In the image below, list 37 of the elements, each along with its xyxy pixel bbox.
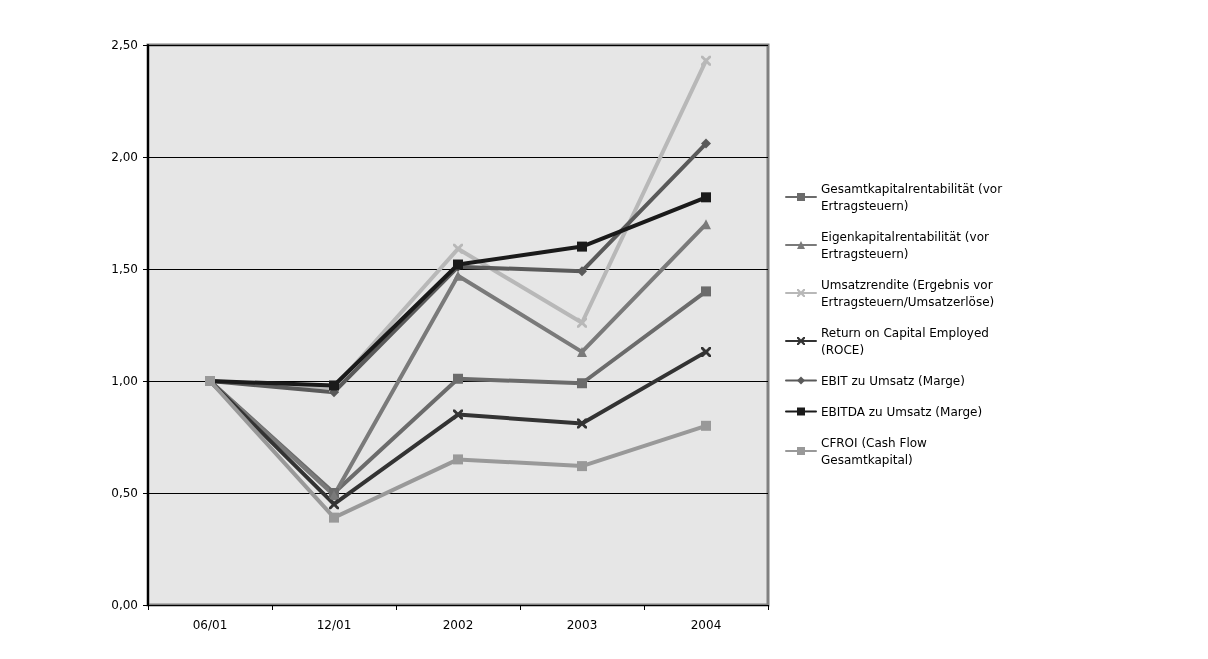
legend-label: EBIT zu Umsatz (Marge) (821, 373, 965, 388)
point (701, 55, 711, 66)
legend-label: CFROI (Cash Flow Gesamtkapital) (821, 435, 931, 467)
point (577, 317, 587, 328)
point (701, 192, 711, 203)
legend-label: EBITDA zu Umsatz (Marge) (821, 404, 983, 419)
y-tick-label: 1,00 (111, 374, 138, 388)
point (577, 346, 587, 357)
y-tick-label: 2,50 (111, 38, 138, 52)
y-tick-label: 1,50 (111, 262, 138, 276)
x-tick-label: 12/01 (316, 618, 352, 632)
point (701, 420, 711, 431)
y-tick-label: 0,00 (111, 598, 138, 612)
point (329, 499, 339, 510)
x-tick-label: 2004 (690, 618, 722, 632)
x-tick-label: 2002 (442, 618, 474, 632)
point (577, 418, 587, 429)
point (453, 270, 463, 281)
point (701, 138, 711, 149)
legend-label: Umsatzrendite (Ergebnis vor Ertragsteuern/Umsatzerlöse) (821, 277, 997, 309)
x-tick-label: 06/01 (192, 618, 228, 632)
y-tick-label: 2,00 (111, 150, 138, 164)
point (453, 373, 463, 384)
legend-label: Return on Capital Employed (ROCE) (821, 325, 993, 357)
point (453, 454, 463, 465)
y-tick-label: 0,50 (111, 486, 138, 500)
legend-label: Eigenkapitalrentabilität (vor Ertragsteuern) (821, 229, 993, 261)
point (577, 241, 587, 252)
x-tick-label: 2003 (566, 618, 598, 632)
point (453, 409, 463, 420)
point (577, 461, 587, 472)
point (453, 243, 463, 254)
point (701, 286, 711, 297)
legend-label: Gesamtkapitalrentabilität (vor Ertragsteuern) (821, 181, 1006, 213)
point (701, 346, 711, 357)
point (329, 512, 339, 523)
point (577, 378, 587, 389)
